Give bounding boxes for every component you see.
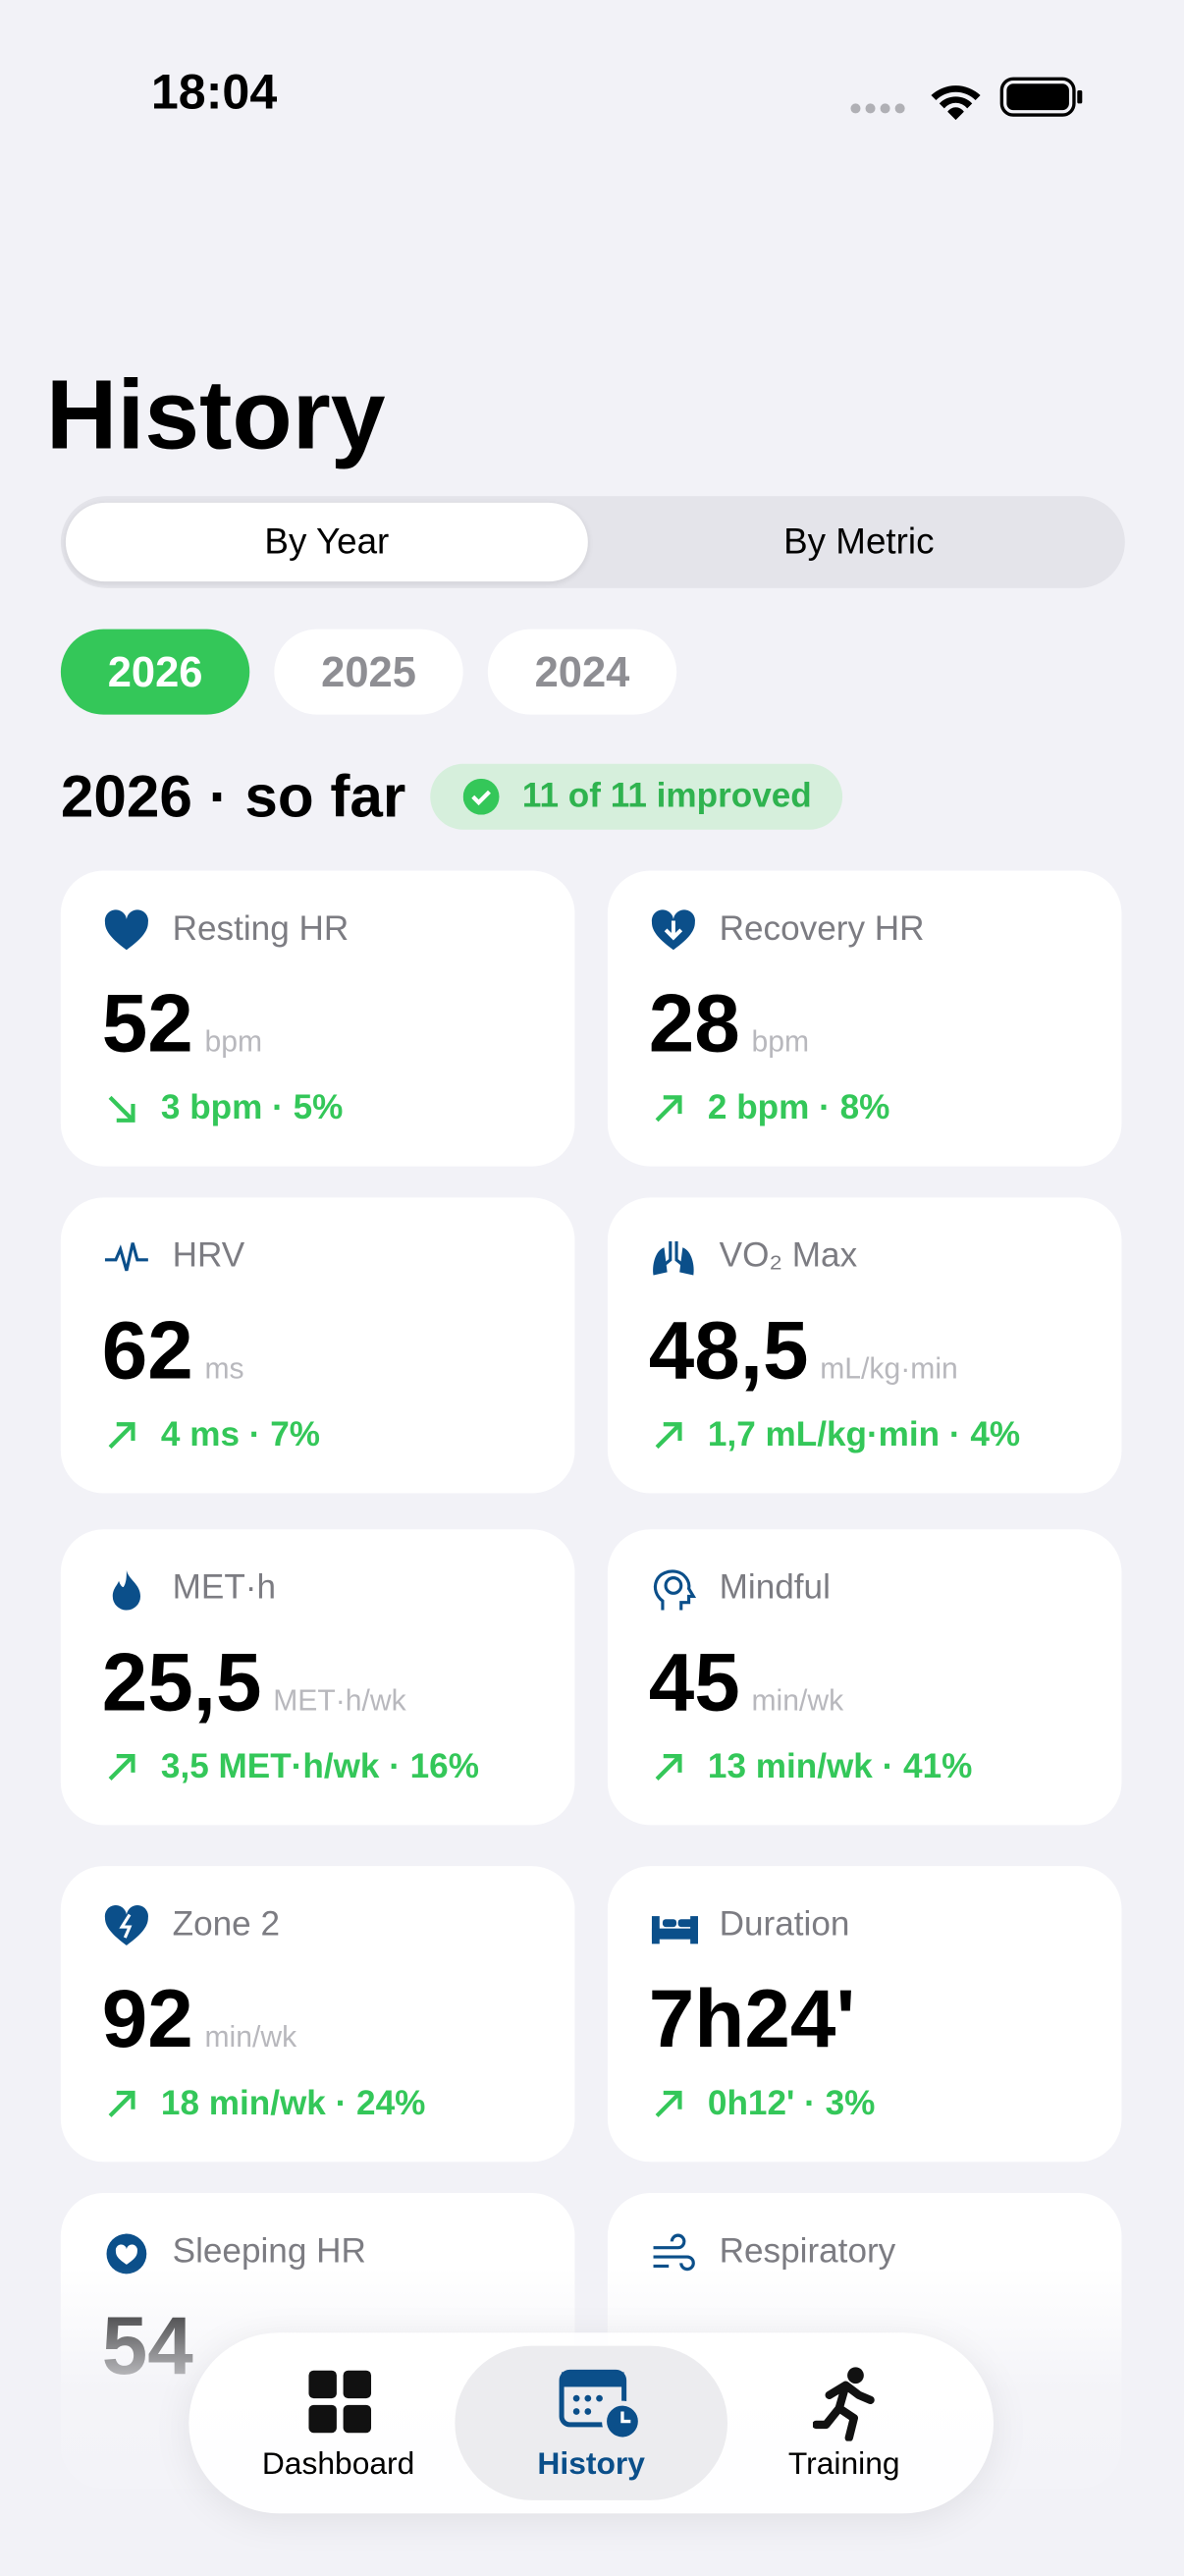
value-unit: ms [204, 1351, 244, 1386]
metric-icon [653, 1569, 697, 1611]
metric-icon [112, 1569, 141, 1611]
history-icon [559, 2369, 643, 2441]
segment[interactable]: By Year [65, 502, 588, 582]
metric-change: 18 min/wk · 24% [160, 2084, 426, 2123]
metric-change: 3,5 MET·h/wk · 16% [160, 1747, 479, 1786]
metric-value: 25,5 MET·h/wk [102, 1634, 406, 1729]
metric-name: Recovery HR [719, 909, 925, 949]
metric-name: VO₂ Max [719, 1236, 858, 1276]
metric-change: 2 bpm · 8% [707, 1089, 890, 1127]
badge-text: 11 of 11 improved [521, 777, 812, 815]
metric-card: HRV 62 ms 4 ms · 7% [60, 1197, 575, 1494]
metric-icon [104, 1242, 148, 1272]
metric-icon [106, 2233, 147, 2275]
status-time: 18:04 [150, 65, 278, 121]
tab-label[interactable]: History [537, 2447, 645, 2483]
trend-arrow [655, 2090, 682, 2117]
value-unit: bpm [751, 1024, 810, 1059]
trend-arrow [655, 1095, 682, 1123]
year-chip[interactable]: 2026 [60, 629, 250, 715]
metric-value: 45 min/wk [649, 1634, 843, 1729]
check-icon [462, 778, 500, 815]
metric-icon [651, 1916, 699, 1945]
training-icon [812, 2367, 875, 2441]
value-number: 62 [101, 1304, 193, 1397]
metric-icon [653, 1241, 694, 1276]
metric-value: 7h24' [649, 1971, 856, 2066]
value-unit: min/wk [751, 1683, 844, 1717]
metric-value: 92 min/wk [102, 1971, 296, 2066]
metric-icon [104, 909, 148, 951]
metric-value: 62 ms [102, 1302, 244, 1398]
tab-label[interactable]: Dashboard [261, 2447, 415, 2483]
metric-change: 13 min/wk · 41% [707, 1747, 973, 1786]
metric-change: 3 bpm · 5% [160, 1089, 344, 1127]
value-number: 45 [648, 1636, 740, 1728]
year-chip[interactable]: 2025 [274, 629, 463, 715]
tab-label[interactable]: Training [787, 2447, 900, 2483]
metric-card: Duration 7h24' 0h12' · 3% [607, 1866, 1122, 2163]
metric-name: Respiratory [719, 2232, 896, 2271]
trend-arrow [108, 2090, 135, 2117]
value-unit: bpm [204, 1024, 263, 1059]
trend-arrow [655, 1422, 682, 1450]
metric-name: Sleeping HR [172, 2232, 366, 2271]
metric-icon [651, 909, 695, 951]
value-unit: mL/kg·min [820, 1351, 958, 1386]
summary-title: 2026 · so far [60, 762, 406, 830]
value-number: 48,5 [648, 1304, 809, 1397]
metric-change: 0h12' · 3% [707, 2084, 876, 2123]
tab-bar: Dashboard History Training [188, 2332, 994, 2514]
metric-icon [653, 2233, 695, 2272]
page-title: History [45, 359, 386, 470]
value-number: 25,5 [101, 1636, 262, 1728]
trend-arrow [655, 1754, 682, 1781]
metric-card: MET·h 25,5 MET·h/wk 3,5 MET·h/wk · 16% [60, 1529, 575, 1826]
trend-arrow [108, 1754, 135, 1781]
metric-name: Resting HR [172, 909, 350, 949]
metric-name: Mindful [719, 1568, 831, 1607]
metric-name: Zone 2 [172, 1905, 281, 1944]
metric-card: Zone 2 92 min/wk 18 min/wk · 24% [60, 1866, 575, 2163]
metric-change: 1,7 mL/kg·min · 4% [707, 1415, 1021, 1454]
segment[interactable]: By Metric [783, 521, 935, 563]
value-unit: min/wk [204, 2020, 297, 2054]
trend-arrow [108, 1422, 135, 1450]
metric-card: VO₂ Max 48,5 mL/kg·min 1,7 mL/kg·min · 4% [607, 1197, 1122, 1494]
metric-name: MET·h [172, 1568, 277, 1607]
metric-icon [104, 1905, 148, 1946]
trend-arrow [108, 1095, 135, 1123]
metric-value: 52 bpm [102, 976, 262, 1071]
status-icons [850, 77, 1083, 121]
metric-card: Mindful 45 min/wk 13 min/wk · 41% [607, 1529, 1122, 1826]
dashboard-icon [308, 2370, 372, 2434]
summary-badge: 11 of 11 improved [430, 763, 843, 830]
year-chip[interactable]: 2024 [487, 629, 677, 715]
metric-value: 28 bpm [649, 976, 809, 1071]
metric-value: 48,5 mL/kg·min [649, 1302, 958, 1398]
segmented-control: By Year By Metric [60, 496, 1125, 588]
metric-card: Resting HR 52 bpm 3 bpm · 5% [60, 870, 575, 1167]
value-number: 28 [648, 977, 740, 1069]
metric-card: Recovery HR 28 bpm 2 bpm · 8% [607, 870, 1122, 1167]
metric-change: 4 ms · 7% [160, 1415, 320, 1454]
metric-name: Duration [719, 1905, 850, 1944]
value-number: 92 [101, 1972, 193, 2065]
metric-name: HRV [172, 1236, 245, 1276]
value-unit: MET·h/wk [273, 1683, 406, 1717]
value-number: 52 [101, 977, 193, 1069]
value-number: 7h24' [648, 1972, 856, 2065]
